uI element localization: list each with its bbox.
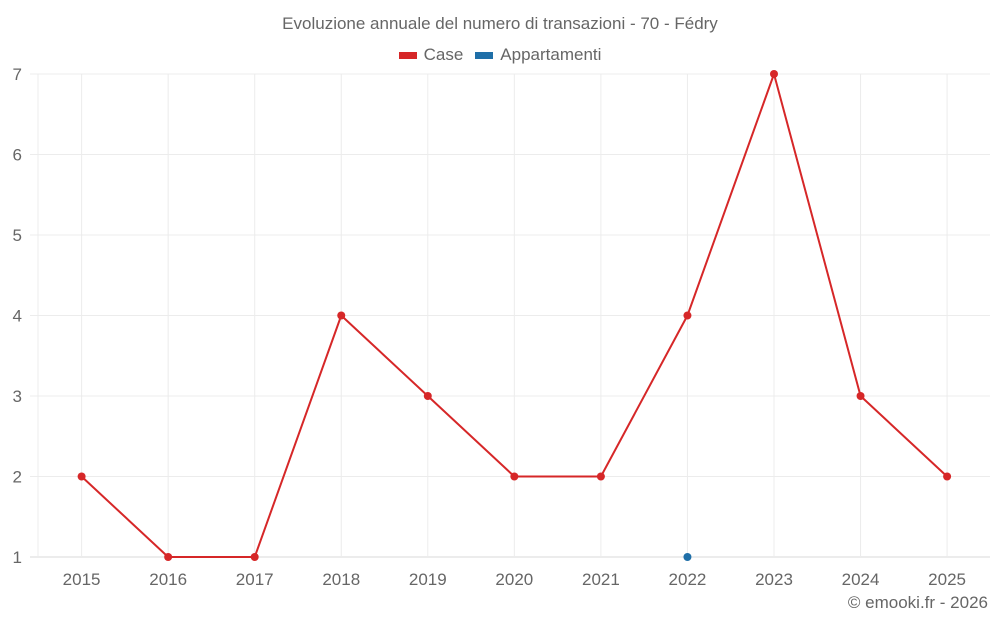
y-tick-label: 7 [13, 65, 22, 84]
data-point-case[interactable] [856, 392, 865, 400]
legend-label-appartamenti: Appartamenti [500, 45, 602, 64]
legend-item-appartamenti[interactable]: Appartamenti [475, 45, 601, 65]
x-tick-label: 2015 [63, 570, 101, 589]
x-tick-label: 2022 [669, 570, 707, 589]
data-point-appartamenti[interactable] [683, 553, 692, 561]
data-point-case[interactable] [423, 392, 432, 400]
x-tick-label: 2020 [495, 570, 533, 589]
legend-label-case: Case [423, 45, 464, 64]
data-point-case[interactable] [510, 472, 519, 481]
x-tick-label: 2016 [149, 570, 187, 589]
data-point-case[interactable] [164, 553, 173, 561]
x-tick-label: 2019 [409, 570, 447, 589]
x-tick-label: 2024 [842, 570, 880, 589]
chart-legend: Case Appartamenti [0, 45, 1000, 65]
chart-title: Evoluzione annuale del numero di transaz… [282, 14, 718, 33]
x-tick-label: 2021 [582, 570, 620, 589]
data-point-case[interactable] [683, 311, 692, 320]
data-point-case[interactable] [943, 472, 952, 481]
x-tick-label: 2018 [322, 570, 360, 589]
y-tick-label: 1 [13, 548, 22, 567]
data-point-case[interactable] [596, 472, 605, 481]
x-tick-label: 2023 [755, 570, 793, 589]
data-point-case[interactable] [337, 311, 346, 320]
x-tick-label: 2017 [236, 570, 274, 589]
y-tick-label: 2 [13, 468, 22, 487]
legend-swatch-appartamenti [475, 51, 494, 59]
y-tick-label: 5 [13, 226, 22, 245]
copyright-credit: © emooki.fr - 2026 [847, 593, 988, 612]
legend-item-case[interactable]: Case [398, 45, 464, 65]
y-tick-label: 6 [13, 146, 22, 165]
y-tick-label: 3 [13, 387, 22, 406]
legend-swatch-case [398, 51, 417, 59]
data-point-case[interactable] [250, 553, 259, 561]
x-tick-label: 2025 [928, 570, 966, 589]
data-point-case[interactable] [77, 472, 86, 481]
data-point-case[interactable] [770, 70, 778, 78]
y-tick-label: 4 [13, 307, 22, 326]
